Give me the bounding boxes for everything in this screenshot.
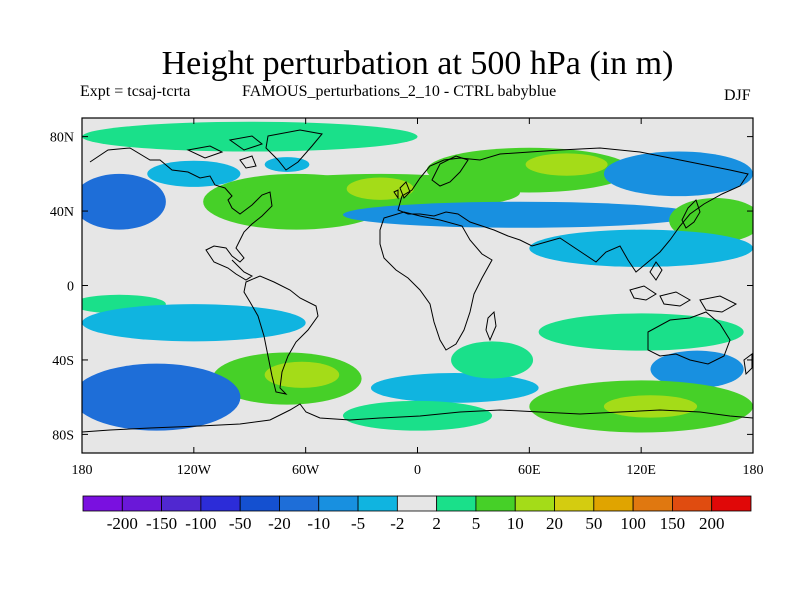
lon-tick-label: 120W [177, 463, 212, 478]
colorbar-swatch [436, 495, 477, 512]
lon-tick-label: 0 [414, 463, 421, 478]
colorbar-swatch [711, 495, 752, 512]
experiment-label: Expt = tcsaj-tcrta [80, 83, 191, 100]
field-anomaly-10 [82, 173, 166, 230]
colorbar-label: -5 [351, 514, 365, 533]
colorbar-label: 50 [585, 514, 602, 533]
colorbar-label: 200 [699, 514, 725, 533]
coastline-japan [681, 199, 701, 229]
colorbar-swatch [200, 495, 241, 512]
coastlines [82, 129, 753, 433]
coastline-arctic-islands [186, 135, 264, 169]
lat-tick-label: 80S [52, 428, 74, 443]
colorbar-label: -2 [390, 514, 404, 533]
colorbar-swatch [279, 495, 320, 512]
field-anomaly-12 [603, 151, 753, 197]
colorbar-label: 10 [507, 514, 524, 533]
colorbar-swatch [554, 495, 595, 512]
field-anomaly-11 [342, 201, 698, 228]
run-label: FAMOUS_perturbations_2_10 - CTRL babyblu… [242, 83, 557, 100]
lon-tick-label: 120E [626, 463, 656, 478]
colorbar-swatch [672, 495, 713, 512]
colorbar-swatch [121, 495, 162, 512]
colorbar-swatch [514, 495, 555, 512]
colorbar-label: 150 [660, 514, 686, 533]
colorbar-swatch [475, 495, 516, 512]
lat-tick-label: 40N [50, 205, 74, 220]
coastline-scandinavia [431, 155, 469, 187]
colorbar-swatch [82, 495, 123, 512]
lat-tick-label: 0 [67, 280, 74, 295]
field-anomaly-9 [525, 153, 608, 176]
coastline-british-isles [393, 181, 411, 200]
coastline-madagascar [485, 310, 497, 342]
colorbar-swatch [318, 495, 359, 512]
coastline-africa [379, 211, 493, 351]
field-anomaly-20 [264, 361, 340, 388]
coastline-new-zealand [743, 353, 753, 376]
colorbar-label: 5 [472, 514, 481, 533]
coastline-maritime-asia [629, 261, 738, 313]
field-anomaly-2 [264, 157, 310, 172]
coastline-antarctica [82, 403, 753, 433]
lat-tick-label: 40S [52, 354, 74, 369]
field-anomaly-25 [603, 395, 698, 418]
field-anomaly-14 [529, 229, 753, 267]
field-anomaly-13 [669, 198, 753, 243]
colorbar-swatch [632, 495, 673, 512]
coastline-australia [647, 311, 731, 365]
coastline-greenland [265, 129, 323, 171]
colorbar-label: -100 [185, 514, 216, 533]
axes: 80N 40N 0 40S 80S 180 120W 60W 0 60E 120E 180 [50, 118, 764, 478]
colorbar-label: 20 [546, 514, 563, 533]
coastline-south-america [243, 275, 319, 395]
field-anomaly-16 [82, 304, 306, 342]
map-title: Height perturbation at 500 hPa (in m) [161, 45, 674, 82]
field-anomaly-3 [147, 160, 241, 187]
colorbar-swatch [161, 495, 202, 512]
colorbar-swatch [396, 495, 438, 512]
field-anomaly-17 [538, 313, 744, 351]
coastline-eurasia [397, 147, 749, 273]
colorbar-label: -20 [268, 514, 291, 533]
colorbar-swatch [239, 495, 280, 512]
colorbar-swatch [593, 495, 634, 512]
colorbar-swatch [357, 495, 398, 512]
lon-tick-label: 180 [72, 463, 93, 478]
colorbar-label: -150 [146, 514, 177, 533]
colorbar-label: -10 [307, 514, 330, 533]
lon-tick-label: 60E [518, 463, 541, 478]
field-anomaly-18 [650, 350, 744, 388]
colorbar: -200 -150 -100 -50 -20 -10 -5 -2 2 5 10 20 50 100 150 2… [82, 495, 752, 533]
season-label: DJF [724, 87, 751, 104]
lon-tick-label: 60W [292, 463, 320, 478]
field-anomaly-21 [82, 363, 241, 431]
lat-tick-label: 80N [50, 131, 74, 146]
lon-tick-label: 180 [743, 463, 764, 478]
field-anomaly-22 [370, 372, 539, 403]
field-anomaly-26 [451, 341, 534, 379]
colorbar-label: 100 [620, 514, 646, 533]
colorbar-label: -50 [229, 514, 252, 533]
coastline-north-america [89, 147, 273, 281]
field-anomaly-7 [346, 177, 414, 200]
colorbar-label: -200 [107, 514, 138, 533]
colorbar-label: 2 [432, 514, 441, 533]
